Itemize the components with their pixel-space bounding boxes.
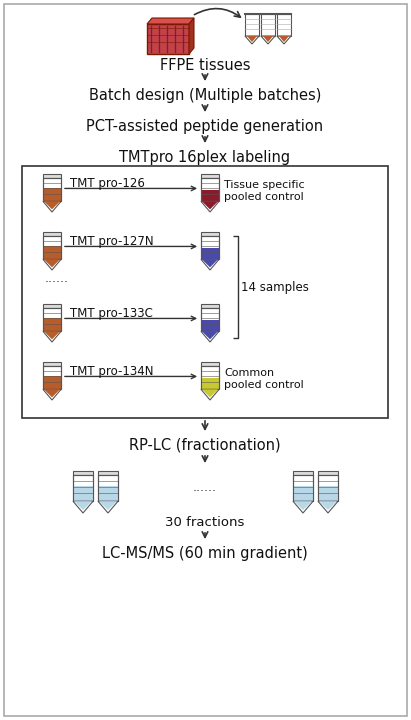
Text: 14 samples: 14 samples: [241, 281, 309, 294]
Polygon shape: [202, 259, 218, 267]
FancyBboxPatch shape: [293, 471, 313, 475]
FancyBboxPatch shape: [201, 178, 219, 202]
Polygon shape: [247, 36, 257, 42]
Polygon shape: [44, 259, 60, 267]
FancyBboxPatch shape: [4, 4, 407, 716]
Text: PCT-assisted peptide generation: PCT-assisted peptide generation: [86, 119, 323, 134]
FancyBboxPatch shape: [245, 14, 259, 36]
Polygon shape: [318, 501, 338, 513]
FancyBboxPatch shape: [201, 320, 219, 331]
FancyBboxPatch shape: [44, 318, 60, 331]
Polygon shape: [201, 331, 219, 342]
FancyBboxPatch shape: [43, 308, 61, 331]
FancyBboxPatch shape: [44, 377, 60, 390]
Polygon shape: [201, 202, 219, 212]
FancyBboxPatch shape: [201, 232, 219, 236]
FancyBboxPatch shape: [44, 189, 60, 202]
FancyBboxPatch shape: [73, 471, 93, 475]
Polygon shape: [201, 259, 219, 270]
Polygon shape: [43, 331, 61, 342]
FancyBboxPatch shape: [318, 471, 338, 475]
FancyBboxPatch shape: [22, 166, 388, 418]
Polygon shape: [202, 331, 218, 339]
Polygon shape: [189, 18, 194, 54]
Polygon shape: [263, 36, 273, 42]
Text: TMT pro-127N: TMT pro-127N: [70, 235, 154, 248]
Polygon shape: [202, 390, 218, 397]
FancyBboxPatch shape: [43, 366, 61, 390]
Polygon shape: [294, 501, 312, 510]
FancyBboxPatch shape: [293, 485, 312, 501]
Text: TMTpro 16plex labeling: TMTpro 16plex labeling: [120, 150, 291, 165]
Polygon shape: [43, 390, 61, 400]
Polygon shape: [44, 331, 60, 339]
FancyBboxPatch shape: [44, 246, 60, 259]
Text: Batch design (Multiple batches): Batch design (Multiple batches): [89, 88, 321, 103]
Text: Tissue specific
pooled control: Tissue specific pooled control: [224, 180, 305, 202]
FancyBboxPatch shape: [261, 14, 275, 36]
Polygon shape: [43, 259, 61, 270]
Text: FFPE tissues: FFPE tissues: [160, 58, 250, 73]
FancyBboxPatch shape: [201, 362, 219, 366]
FancyBboxPatch shape: [201, 236, 219, 259]
FancyBboxPatch shape: [98, 471, 118, 475]
FancyBboxPatch shape: [43, 304, 61, 308]
Polygon shape: [44, 390, 60, 397]
Polygon shape: [319, 501, 337, 510]
Polygon shape: [261, 36, 275, 44]
Text: Common
pooled control: Common pooled control: [224, 368, 304, 390]
Text: RP-LC (fractionation): RP-LC (fractionation): [129, 438, 281, 453]
FancyBboxPatch shape: [201, 366, 219, 390]
Polygon shape: [293, 501, 313, 513]
Polygon shape: [98, 501, 118, 513]
FancyBboxPatch shape: [73, 475, 93, 501]
FancyBboxPatch shape: [98, 475, 118, 501]
FancyBboxPatch shape: [201, 304, 219, 308]
Polygon shape: [74, 501, 92, 510]
Text: TMT pro-134N: TMT pro-134N: [70, 365, 153, 378]
Polygon shape: [279, 36, 289, 42]
FancyBboxPatch shape: [99, 485, 118, 501]
FancyBboxPatch shape: [43, 362, 61, 366]
Text: TMT pro-133C: TMT pro-133C: [70, 307, 153, 320]
Polygon shape: [73, 501, 93, 513]
Polygon shape: [245, 36, 259, 44]
FancyBboxPatch shape: [201, 248, 219, 259]
Text: 30 fractions: 30 fractions: [165, 516, 245, 529]
Text: TMT pro-126: TMT pro-126: [70, 177, 145, 190]
Polygon shape: [99, 501, 117, 510]
FancyBboxPatch shape: [277, 14, 291, 36]
FancyBboxPatch shape: [319, 485, 337, 501]
Text: LC-MS/MS (60 min gradient): LC-MS/MS (60 min gradient): [102, 546, 308, 561]
FancyBboxPatch shape: [74, 485, 92, 501]
FancyBboxPatch shape: [43, 174, 61, 178]
FancyBboxPatch shape: [43, 178, 61, 202]
FancyBboxPatch shape: [43, 236, 61, 259]
FancyBboxPatch shape: [201, 377, 219, 390]
Polygon shape: [202, 202, 218, 210]
FancyBboxPatch shape: [293, 475, 313, 501]
FancyBboxPatch shape: [201, 189, 219, 202]
Text: ......: ......: [193, 481, 217, 495]
Text: ......: ......: [45, 271, 69, 284]
FancyBboxPatch shape: [201, 308, 219, 331]
FancyBboxPatch shape: [318, 475, 338, 501]
Polygon shape: [277, 36, 291, 44]
Polygon shape: [147, 18, 194, 24]
Polygon shape: [44, 202, 60, 210]
Polygon shape: [201, 390, 219, 400]
FancyBboxPatch shape: [201, 174, 219, 178]
Polygon shape: [43, 202, 61, 212]
FancyBboxPatch shape: [147, 24, 189, 54]
FancyBboxPatch shape: [43, 232, 61, 236]
